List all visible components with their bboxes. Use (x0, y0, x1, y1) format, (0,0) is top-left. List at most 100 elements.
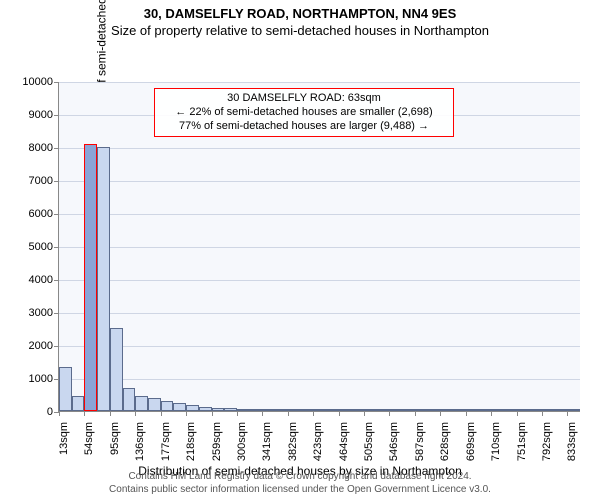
x-tick (542, 411, 543, 416)
annotation-line: 30 DAMSELFLY ROAD: 63sqm (163, 92, 445, 106)
histogram-bar (555, 409, 568, 411)
histogram-bar (212, 408, 225, 411)
footer-line2: Contains public sector information licen… (0, 484, 600, 497)
chart-title-line1: 30, DAMSELFLY ROAD, NORTHAMPTON, NN4 9ES (0, 0, 600, 21)
x-tick-label: 341sqm (259, 422, 273, 461)
y-tick-label: 4000 (29, 274, 59, 286)
histogram-bar (542, 409, 555, 411)
gridline (59, 247, 580, 248)
histogram-bar (517, 409, 530, 411)
x-tick-label: 218sqm (183, 422, 197, 461)
x-tick-label: 505sqm (361, 422, 375, 461)
histogram-bar (250, 409, 263, 411)
y-tick-label: 7000 (29, 175, 59, 187)
plot-region: 0100020003000400050006000700080009000100… (58, 82, 580, 412)
histogram-bar (300, 409, 313, 411)
histogram-bar (478, 409, 491, 411)
histogram-bar (123, 388, 136, 411)
x-tick (466, 411, 467, 416)
histogram-bar (59, 367, 72, 411)
histogram-bar (135, 396, 148, 411)
annotation-line: ← 22% of semi-detached houses are smalle… (163, 106, 445, 120)
x-tick-label: 95sqm (107, 422, 121, 455)
histogram-bar (186, 405, 199, 411)
chart-title-line2: Size of property relative to semi-detach… (0, 21, 600, 38)
histogram-bar (326, 409, 339, 411)
gridline (59, 82, 580, 83)
x-tick (440, 411, 441, 416)
y-tick-label: 10000 (22, 76, 59, 88)
x-tick-label: 710sqm (488, 422, 502, 461)
footer-attribution: Contains HM Land Registry data © Crown c… (0, 471, 600, 496)
x-tick-label: 259sqm (209, 422, 223, 461)
histogram-bar (262, 409, 275, 411)
gridline (59, 214, 580, 215)
histogram-bar (161, 401, 174, 411)
histogram-bar (491, 409, 504, 411)
histogram-bar (504, 409, 517, 411)
histogram-bar (288, 409, 301, 411)
x-tick (389, 411, 390, 416)
x-tick (262, 411, 263, 416)
histogram-bar (275, 409, 288, 411)
gridline (59, 280, 580, 281)
histogram-bar (389, 409, 402, 411)
y-tick-label: 3000 (29, 307, 59, 319)
x-tick-label: 423sqm (310, 422, 324, 461)
x-tick (491, 411, 492, 416)
x-tick (186, 411, 187, 416)
x-tick-label: 669sqm (463, 422, 477, 461)
x-tick (59, 411, 60, 416)
histogram-bar-highlight (84, 144, 97, 411)
histogram-bar (110, 328, 123, 411)
histogram-bar (173, 403, 186, 411)
x-tick (84, 411, 85, 416)
x-tick-label: 54sqm (81, 422, 95, 455)
x-tick (364, 411, 365, 416)
histogram-bar (567, 409, 580, 411)
histogram-bar (224, 408, 237, 411)
x-tick-label: 13sqm (56, 422, 70, 455)
x-tick (288, 411, 289, 416)
x-tick-label: 177sqm (158, 422, 172, 461)
x-tick (135, 411, 136, 416)
gridline (59, 313, 580, 314)
x-tick-label: 136sqm (132, 422, 146, 461)
histogram-bar (402, 409, 415, 411)
y-tick-label: 8000 (29, 142, 59, 154)
x-tick (237, 411, 238, 416)
x-tick (161, 411, 162, 416)
gridline (59, 181, 580, 182)
histogram-bar (364, 409, 377, 411)
histogram-bar (97, 147, 110, 411)
x-tick-label: 300sqm (234, 422, 248, 461)
x-tick (517, 411, 518, 416)
x-tick-label: 628sqm (437, 422, 451, 461)
footer-line1: Contains HM Land Registry data © Crown c… (0, 471, 600, 484)
histogram-bar (237, 409, 250, 411)
histogram-bar (339, 409, 352, 411)
y-tick-label: 1000 (29, 373, 59, 385)
x-tick (110, 411, 111, 416)
histogram-bar (466, 409, 479, 411)
x-tick (567, 411, 568, 416)
gridline (59, 346, 580, 347)
x-tick-label: 751sqm (514, 422, 528, 461)
x-tick-label: 382sqm (285, 422, 299, 461)
x-tick (313, 411, 314, 416)
x-tick (339, 411, 340, 416)
histogram-bar (529, 409, 542, 411)
histogram-bar (351, 409, 364, 411)
x-tick-label: 833sqm (564, 422, 578, 461)
gridline (59, 379, 580, 380)
histogram-bar (199, 407, 212, 411)
x-tick (415, 411, 416, 416)
histogram-bar (313, 409, 326, 411)
x-tick-label: 464sqm (336, 422, 350, 461)
histogram-bar (428, 409, 441, 411)
histogram-bar (453, 409, 466, 411)
histogram-bar (148, 398, 161, 411)
histogram-bar (377, 409, 390, 411)
histogram-bar (72, 396, 85, 411)
x-tick (212, 411, 213, 416)
